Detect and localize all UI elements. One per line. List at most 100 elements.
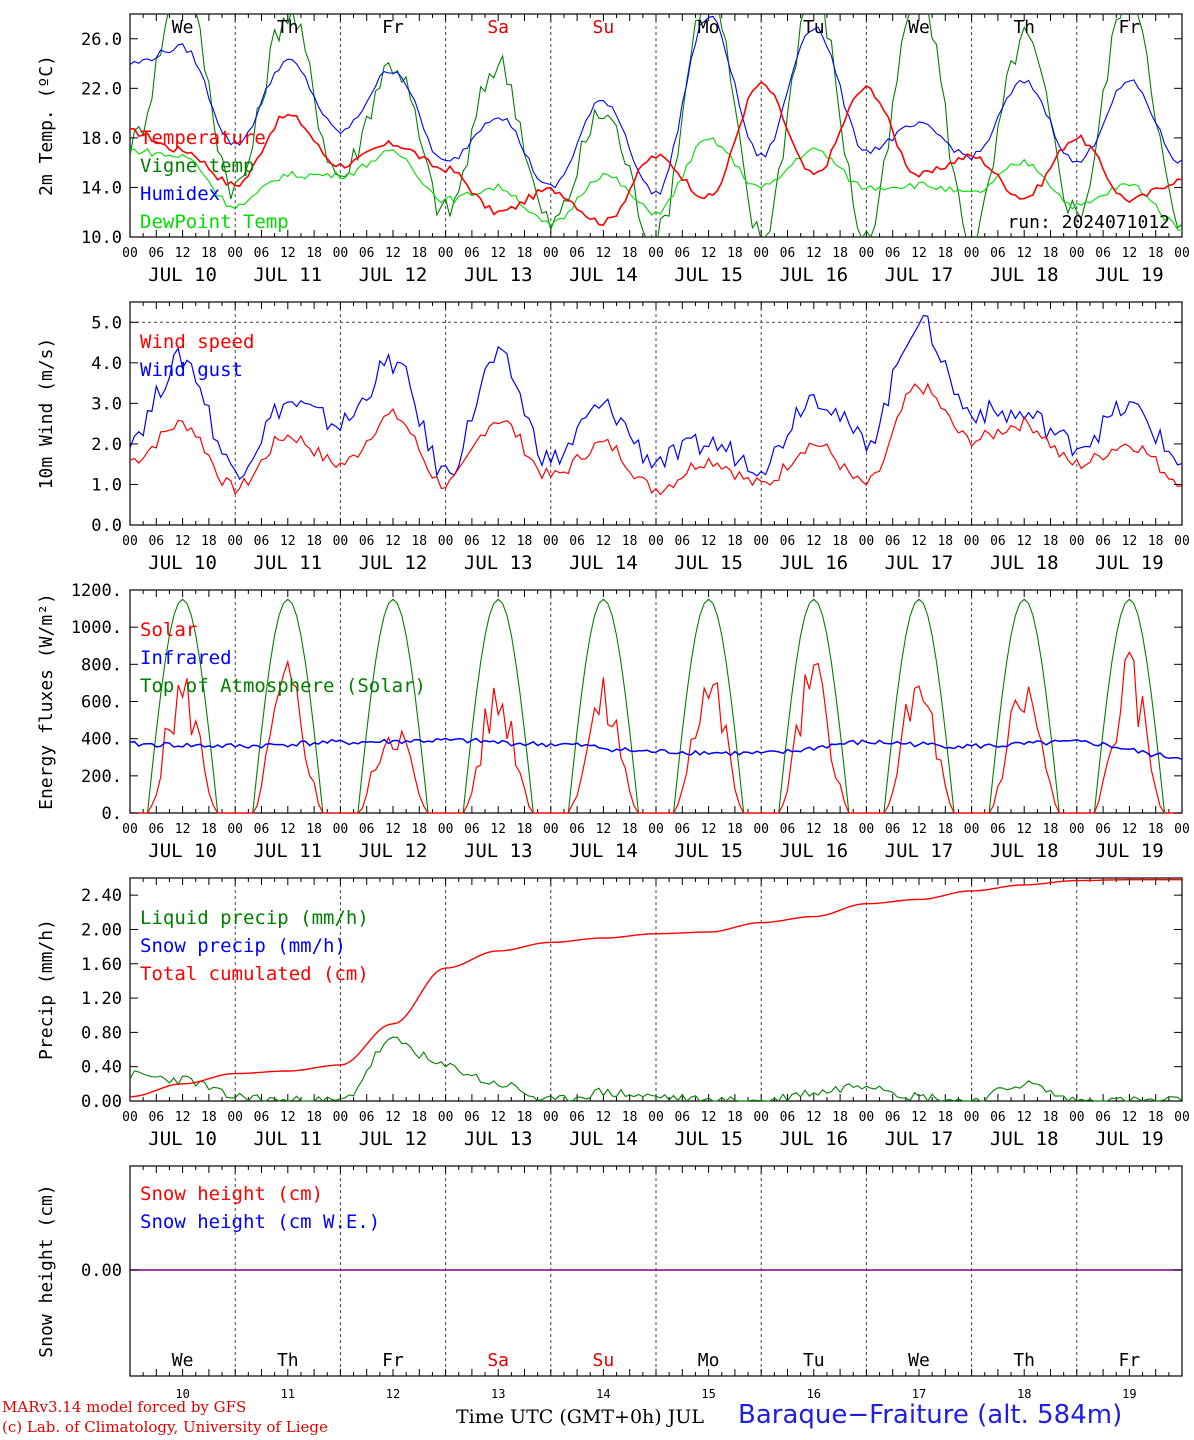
- hour-tick-label: 00: [333, 822, 349, 837]
- y-tick-label: 22.0: [81, 79, 122, 99]
- hour-tick-label: 00: [543, 822, 559, 837]
- hour-tick-label: 00: [648, 822, 664, 837]
- day-label: JUL 12: [359, 1128, 428, 1150]
- y-tick-label: 1000.: [71, 618, 122, 638]
- hour-tick-label: 18: [937, 534, 953, 549]
- hour-tick-label: 12: [1016, 822, 1032, 837]
- hour-tick-label: 12: [175, 1110, 191, 1125]
- panel-frame-3: [129, 589, 1183, 814]
- day-label: JUL 12: [359, 840, 428, 862]
- hour-tick-label: 12: [280, 1110, 296, 1125]
- hour-tick-label: 12: [701, 822, 717, 837]
- hour-tick-label: 18: [201, 822, 217, 837]
- day-label: JUL 17: [885, 552, 954, 574]
- hour-tick-label: 06: [990, 534, 1006, 549]
- day-label: JUL 11: [253, 264, 322, 286]
- hour-tick-label: 06: [359, 1110, 375, 1125]
- day-label: JUL 18: [990, 552, 1059, 574]
- day-label: JUL 13: [464, 840, 533, 862]
- hour-tick-label: 12: [1122, 822, 1138, 837]
- weekday-label: Fr: [1119, 1350, 1141, 1371]
- y-tick-label: 0.: [102, 804, 122, 824]
- hour-tick-label: 12: [490, 534, 506, 549]
- hour-tick-label: 12: [1122, 534, 1138, 549]
- hour-tick-label: 00: [333, 1110, 349, 1125]
- weekday-label: We: [908, 1350, 930, 1371]
- hour-tick-label: 00: [122, 246, 138, 261]
- hour-tick-label: 06: [148, 1110, 164, 1125]
- legend-entry: DewPoint Temp: [140, 211, 289, 233]
- hour-tick-label: 18: [832, 534, 848, 549]
- day-label: JUL 14: [569, 1128, 638, 1150]
- hour-tick-label: 06: [1095, 534, 1111, 549]
- day-label: JUL 13: [464, 1128, 533, 1150]
- day-label: JUL 15: [674, 264, 743, 286]
- hour-tick-label: 00: [1174, 534, 1190, 549]
- hour-tick-label: 12: [385, 822, 401, 837]
- y-axis-label: Energy fluxes (W/m²): [36, 593, 57, 810]
- footer-station-name: Baraque−Fraiture (alt. 584m): [738, 1400, 1123, 1430]
- weekday-label: Th: [1013, 17, 1035, 38]
- hour-tick-label: 18: [1043, 246, 1059, 261]
- series-line-total-cumulated: [129, 879, 1182, 1098]
- series-line-humidex: [130, 15, 1182, 196]
- hour-tick-label: 06: [1095, 246, 1111, 261]
- series-line-wind-speed: [129, 382, 1183, 496]
- hour-tick-label: 06: [148, 246, 164, 261]
- y-tick-label: 400.: [81, 730, 122, 750]
- day-label: JUL 13: [464, 264, 533, 286]
- series-line-liquid-precip: [129, 1036, 1183, 1103]
- y-tick-label: 4.0: [91, 354, 122, 374]
- hour-tick-label: 00: [227, 534, 243, 549]
- hour-tick-label: 06: [359, 534, 375, 549]
- panel-frame-2: [129, 301, 1183, 526]
- hour-tick-label: 00: [438, 534, 454, 549]
- legend-entry: Snow precip (mm/h): [140, 935, 346, 957]
- y-tick-label: 2.00: [81, 920, 122, 940]
- weekday-label: Th: [277, 1350, 299, 1371]
- hour-tick-label: 00: [648, 1110, 664, 1125]
- hour-tick-label: 00: [964, 534, 980, 549]
- hour-tick-label: 06: [674, 1110, 690, 1125]
- day-number-label: 16: [807, 1387, 821, 1401]
- y-axis-label: 2m Temp. (ºC): [36, 55, 57, 196]
- day-label: JUL 10: [148, 1128, 217, 1150]
- y-axis-label: Precip (mm/h): [36, 919, 57, 1060]
- day-label: JUL 14: [569, 840, 638, 862]
- day-label: JUL 15: [674, 552, 743, 574]
- hour-tick-label: 18: [306, 534, 322, 549]
- hour-tick-label: 06: [254, 246, 270, 261]
- hour-tick-label: 18: [1148, 246, 1164, 261]
- day-label: JUL 10: [148, 840, 217, 862]
- hour-tick-label: 06: [780, 246, 796, 261]
- hour-tick-label: 00: [122, 1110, 138, 1125]
- y-tick-label: 1.60: [81, 955, 122, 975]
- footer-lab-credit: (c) Lab. of Climatology, University of L…: [2, 1418, 328, 1436]
- hour-tick-label: 12: [1122, 1110, 1138, 1125]
- hour-tick-label: 18: [1148, 534, 1164, 549]
- day-label: JUL 15: [674, 840, 743, 862]
- day-label: JUL 12: [359, 552, 428, 574]
- hour-tick-label: 06: [569, 822, 585, 837]
- hour-tick-label: 18: [306, 1110, 322, 1125]
- hour-tick-label: 12: [911, 246, 927, 261]
- weekday-label: Fr: [382, 1350, 404, 1371]
- hour-tick-label: 12: [280, 246, 296, 261]
- day-label: JUL 18: [990, 264, 1059, 286]
- y-tick-label: 800.: [81, 655, 122, 675]
- hour-tick-label: 12: [1122, 246, 1138, 261]
- hour-tick-label: 06: [569, 534, 585, 549]
- day-label: JUL 17: [885, 1128, 954, 1150]
- hour-tick-label: 18: [622, 1110, 638, 1125]
- legend-entry: Total cumulated (cm): [140, 963, 369, 985]
- hour-tick-label: 18: [622, 246, 638, 261]
- hour-tick-label: 00: [648, 534, 664, 549]
- hour-tick-label: 18: [411, 822, 427, 837]
- series-line-vigne-temp: [130, 14, 1182, 237]
- hour-tick-label: 00: [753, 534, 769, 549]
- hour-tick-label: 06: [885, 534, 901, 549]
- hour-tick-label: 06: [990, 246, 1006, 261]
- hour-tick-label: 00: [333, 534, 349, 549]
- hour-tick-label: 12: [911, 822, 927, 837]
- hour-tick-label: 12: [806, 246, 822, 261]
